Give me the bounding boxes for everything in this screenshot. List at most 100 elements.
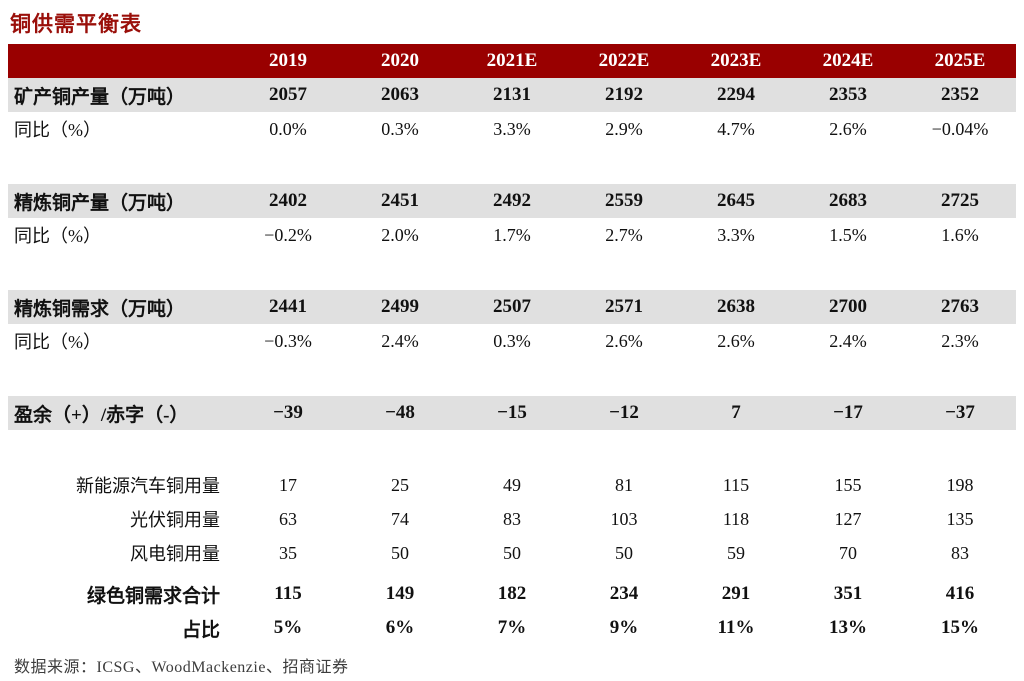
cell-value: −0.04% (931, 118, 989, 139)
row-label: 精炼铜产量（万吨） (14, 192, 186, 214)
cell-value: −12 (609, 402, 639, 423)
table-row: 新能源汽车铜用量 17 25 49 81 115 155 198 (8, 468, 1016, 502)
column-header: 2024E (822, 50, 874, 71)
table-row: 精炼铜产量（万吨） 2402 2451 2492 2559 2645 2683 2725 (8, 184, 1016, 218)
cell-value: 2763 (941, 296, 979, 317)
cell-value: −17 (833, 402, 863, 423)
cell-value: 2683 (829, 190, 867, 211)
cell-value: 49 (503, 474, 521, 495)
cell-value: 35 (279, 542, 297, 563)
section-gap (8, 570, 1016, 577)
table-row: 占比 5% 6% 7% 9% 11% 13% 15% (8, 611, 1016, 645)
cell-value: 2063 (381, 84, 419, 105)
row-label: 绿色铜需求合计 (86, 585, 220, 607)
cell-value: −37 (945, 402, 975, 423)
cell-value: 2638 (717, 296, 755, 317)
cell-value: 50 (391, 542, 409, 563)
row-label: 新能源汽车铜用量 (76, 476, 220, 496)
row-label: 盈余（+）/赤字（-） (14, 404, 189, 426)
cell-value: 6% (385, 617, 415, 638)
cell-value: 2.0% (381, 224, 419, 245)
cell-value: 2057 (269, 84, 307, 105)
cell-value: 2441 (269, 296, 307, 317)
cell-value: 149 (385, 583, 415, 604)
cell-value: −0.2% (264, 224, 312, 245)
column-header: 2021E (486, 50, 538, 71)
cell-value: 81 (615, 474, 633, 495)
cell-value: 2353 (829, 84, 867, 105)
cell-value: 2571 (605, 296, 643, 317)
cell-value: −15 (497, 402, 527, 423)
section-gap (8, 430, 1016, 468)
cell-value: 17 (279, 474, 297, 495)
cell-value: 2492 (493, 190, 531, 211)
cell-value: 291 (721, 583, 751, 604)
table-body: 矿产铜产量（万吨） 2057 2063 2131 2192 2294 2353 2352 同比（… (8, 78, 1016, 645)
cell-value: 15% (941, 617, 979, 638)
cell-value: 2.6% (829, 118, 867, 139)
cell-value: 198 (946, 474, 974, 495)
row-label: 同比（%） (14, 332, 101, 352)
cell-value: 2645 (717, 190, 755, 211)
cell-value: 127 (834, 508, 862, 529)
table-row: 精炼铜需求（万吨） 2441 2499 2507 2571 2638 2700 2763 (8, 290, 1016, 324)
cell-value: 234 (609, 583, 639, 604)
table-row: 同比（%） 0.0% 0.3% 3.3% 2.9% 4.7% 2.6% −0.04% (8, 112, 1016, 146)
section-gap (8, 252, 1016, 290)
row-label: 矿产铜产量（万吨） (14, 86, 186, 108)
cell-value: 2499 (381, 296, 419, 317)
cell-value: 70 (839, 542, 857, 563)
cell-value: 2.6% (605, 330, 643, 351)
cell-value: 2294 (717, 84, 755, 105)
cell-value: 11% (717, 617, 755, 638)
cell-value: −48 (385, 402, 415, 423)
cell-value: 9% (609, 617, 639, 638)
cell-value: 2725 (941, 190, 979, 211)
cell-value: 4.7% (717, 118, 755, 139)
cell-value: 2.6% (717, 330, 755, 351)
cell-value: 2.7% (605, 224, 643, 245)
cell-value: 1.7% (493, 224, 531, 245)
cell-value: 2192 (605, 84, 643, 105)
cell-value: 7% (497, 617, 527, 638)
section-gap (8, 358, 1016, 396)
table-header-row: 2019 2020 2021E 2022E 2023E 2024E 2025E (8, 44, 1016, 78)
cell-value: 13% (829, 617, 867, 638)
cell-value: −0.3% (264, 330, 312, 351)
cell-value: 3.3% (717, 224, 755, 245)
cell-value: 2559 (605, 190, 643, 211)
cell-value: 25 (391, 474, 409, 495)
cell-value: 1.5% (829, 224, 867, 245)
table-row: 盈余（+）/赤字（-） −39 −48 −15 −12 7 −17 −37 (8, 396, 1016, 430)
column-header: 2023E (710, 50, 762, 71)
cell-value: 0.3% (381, 118, 419, 139)
page-title: 铜供需平衡表 (10, 12, 142, 36)
cell-value: 1.6% (941, 224, 979, 245)
cell-value: 2700 (829, 296, 867, 317)
cell-value: 2131 (493, 84, 531, 105)
cell-value: 5% (273, 617, 303, 638)
cell-value: 115 (274, 583, 302, 604)
cell-value: 103 (610, 508, 638, 529)
row-label: 同比（%） (14, 226, 101, 246)
cell-value: 63 (279, 508, 297, 529)
balance-table: 2019 2020 2021E 2022E 2023E 2024E 2025E … (8, 44, 1016, 645)
column-header: 2025E (934, 50, 986, 71)
cell-value: 7 (731, 402, 741, 423)
data-source-note: 数据来源：ICSG、WoodMackenzie、招商证券 (14, 659, 349, 676)
column-header: 2019 (269, 50, 307, 71)
cell-value: 83 (951, 542, 969, 563)
table-row: 风电铜用量 35 50 50 50 59 70 83 (8, 536, 1016, 570)
cell-value: 2352 (941, 84, 979, 105)
table-row: 同比（%） −0.2% 2.0% 1.7% 2.7% 3.3% 1.5% 1.6% (8, 218, 1016, 252)
cell-value: 50 (615, 542, 633, 563)
table-row: 绿色铜需求合计 115 149 182 234 291 351 416 (8, 577, 1016, 611)
cell-value: 2.4% (829, 330, 867, 351)
column-header: 2020 (381, 50, 419, 71)
table-row: 光伏铜用量 63 74 83 103 118 127 135 (8, 502, 1016, 536)
cell-value: 2.9% (605, 118, 643, 139)
cell-value: 59 (727, 542, 745, 563)
cell-value: 2451 (381, 190, 419, 211)
cell-value: 2507 (493, 296, 531, 317)
row-label: 精炼铜需求（万吨） (14, 298, 186, 320)
